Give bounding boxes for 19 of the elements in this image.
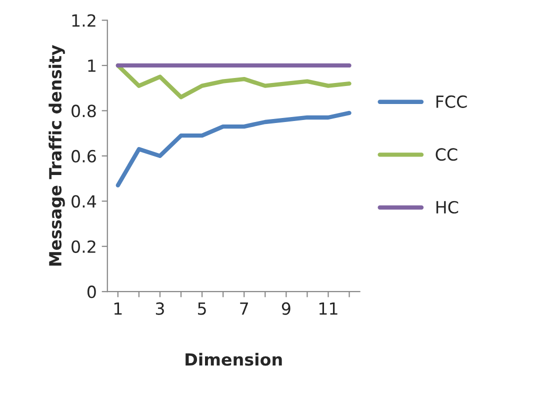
y-tick-label: 0.2 bbox=[72, 240, 96, 253]
legend-label: FCC bbox=[436, 95, 467, 108]
y-tick-label: 0.4 bbox=[72, 195, 96, 208]
x-tick-label: 7 bbox=[240, 302, 248, 315]
y-tick-label: 1.2 bbox=[72, 14, 96, 27]
y-tick-label: 0 bbox=[87, 286, 96, 298]
x-axis-title: Dimension bbox=[186, 352, 282, 366]
line-series bbox=[116, 110, 352, 188]
x-tick-label: 3 bbox=[156, 302, 164, 315]
y-tick-label: 0.8 bbox=[72, 104, 96, 118]
x-tick-label: 9 bbox=[282, 302, 290, 315]
y-tick-label: 1 bbox=[88, 60, 96, 72]
y-tick-label: 0.6 bbox=[72, 150, 96, 162]
legend-label: HC bbox=[436, 200, 458, 214]
x-tick-label: 5 bbox=[198, 302, 206, 315]
x-tick-label: 11 bbox=[319, 302, 338, 315]
x-tick-label: 1 bbox=[114, 302, 122, 315]
y-axis-title: Message Traffic density bbox=[48, 44, 65, 266]
legend-label: CC bbox=[436, 148, 458, 161]
